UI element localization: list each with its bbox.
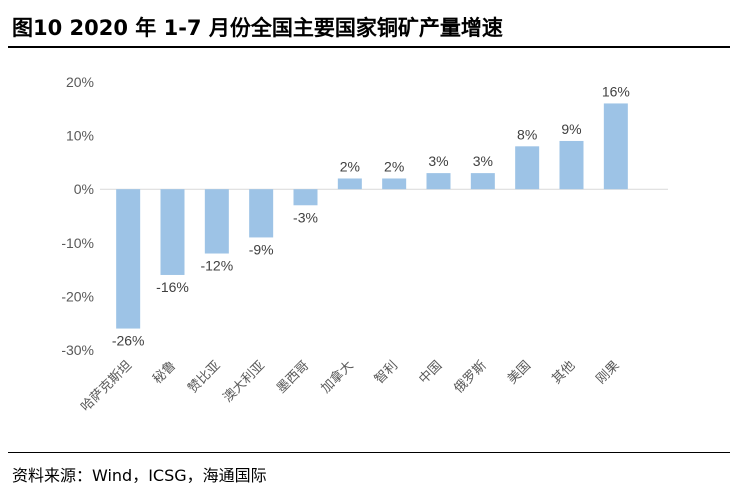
title-bar: 图10 2020 年 1-7 月份全国主要国家铜矿产量增速: [8, 6, 730, 46]
data-label: -9%: [249, 241, 274, 257]
y-axis-ticks: 20% 10% 0% -10% -20% -30%: [61, 74, 94, 358]
data-label: 2%: [384, 158, 404, 174]
bar: [426, 173, 451, 190]
bar: [470, 173, 495, 190]
x-category-label: 澳大利亚: [220, 358, 268, 406]
source-note: 资料来源：Wind，ICSG，海通国际: [12, 466, 267, 485]
y-tick-label: 10%: [66, 128, 94, 144]
data-label: 3%: [428, 153, 448, 169]
bar: [204, 189, 229, 254]
bar: [249, 189, 274, 238]
data-labels: -26% -16% -12% -9% -3% 2% 2% 3% 3% 8% 9% 16%: [112, 83, 630, 348]
data-label: -16%: [156, 279, 189, 295]
x-category-label: 刚果: [594, 358, 623, 387]
x-category-label: 美国: [505, 358, 534, 387]
bar: [337, 178, 362, 190]
data-label: 2%: [340, 158, 360, 174]
bar: [382, 178, 407, 190]
bar-chart: 20% 10% 0% -10% -20% -30% -26% -16% -12% -9% -3% 2…: [61, 74, 668, 415]
x-category-label: 赞比亚: [185, 358, 223, 396]
page-title: 图10 2020 年 1-7 月份全国主要国家铜矿产量增速: [12, 16, 503, 40]
bars: [116, 103, 628, 329]
footer-divider: [8, 452, 730, 453]
x-category-label: 俄罗斯: [451, 358, 489, 396]
x-category-label: 墨西哥: [274, 358, 312, 396]
x-category-label: 哈萨克斯坦: [78, 358, 135, 415]
data-label: 16%: [602, 83, 630, 99]
title-divider: [8, 46, 730, 48]
x-category-label: 加拿大: [318, 358, 357, 397]
bar: [160, 189, 185, 275]
data-label: -3%: [293, 209, 318, 225]
data-label: 9%: [561, 121, 581, 137]
data-label: 3%: [473, 153, 493, 169]
y-tick-label: 0%: [74, 181, 94, 197]
bar: [116, 189, 141, 329]
data-label: -12%: [200, 258, 233, 274]
bar: [603, 103, 628, 190]
y-tick-label: -10%: [61, 235, 94, 251]
x-category-label: 智利: [372, 358, 401, 387]
x-category-label: 秘鲁: [150, 358, 179, 387]
y-tick-label: 20%: [66, 74, 94, 90]
bar: [293, 189, 318, 206]
y-tick-label: -20%: [61, 288, 94, 304]
data-label: 8%: [517, 126, 537, 142]
bar: [515, 146, 540, 190]
x-category-label: 其他: [549, 358, 578, 387]
bar: [559, 140, 584, 190]
x-category-label: 中国: [416, 358, 445, 387]
y-tick-label: -30%: [61, 342, 94, 358]
data-label: -26%: [112, 333, 145, 349]
